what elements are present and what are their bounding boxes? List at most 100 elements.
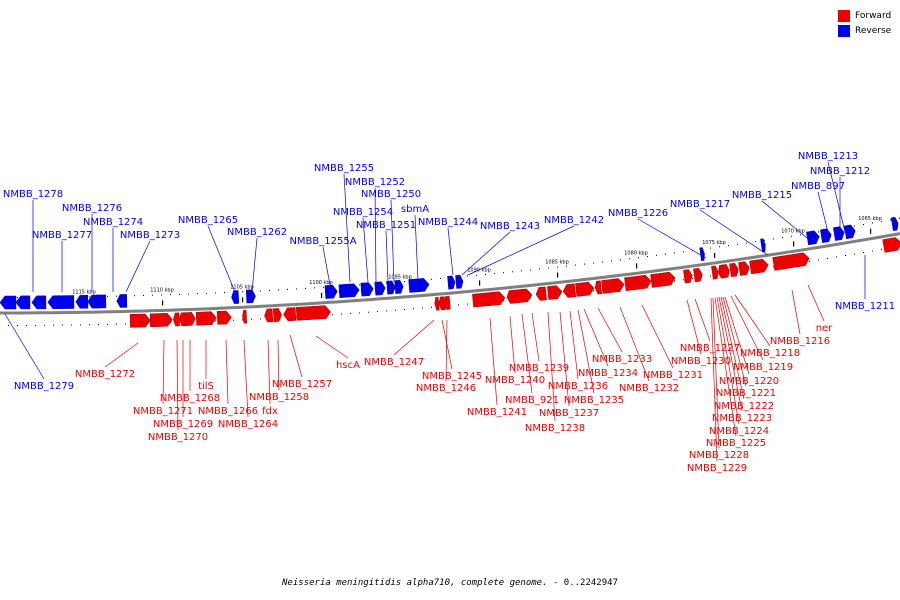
reverse-gene-body <box>360 282 374 297</box>
minor-tick-upper <box>224 292 225 294</box>
forward-gene-body <box>283 307 297 322</box>
minor-tick-lower <box>386 310 387 312</box>
reverse-gene-body <box>806 230 820 246</box>
minor-tick-upper <box>179 293 180 295</box>
minor-tick-lower <box>35 324 36 326</box>
gene-arrows <box>0 216 900 328</box>
reverse-gene-label-nmbb-1212: NMBB_1212 <box>810 166 870 177</box>
minor-tick-upper <box>521 270 522 272</box>
reverse-gene-body <box>394 279 404 294</box>
tick-label-1070-kbp: 1070 kbp <box>781 228 805 234</box>
forward-gene <box>693 267 703 283</box>
forward-gene-label-nmbb-1245: NMBB_1245 <box>422 371 482 382</box>
forward-gene-label-nmbb-1234: NMBB_1234 <box>578 368 638 379</box>
forward-gene-body <box>179 312 186 327</box>
reverse-gene-leader-line <box>817 191 829 233</box>
minor-tick-upper <box>800 234 801 236</box>
minor-tick-upper <box>134 295 135 297</box>
minor-tick-lower <box>80 324 81 326</box>
minor-tick-lower <box>359 312 360 314</box>
reverse-gene-body <box>374 281 386 296</box>
minor-tick-upper <box>890 219 891 221</box>
tick-label-1115-kbp: 1115 kbp <box>72 289 96 295</box>
reverse-gene-label-nmbb-897: NMBB_897 <box>791 181 845 192</box>
forward-gene <box>295 305 331 321</box>
tick-label-1090-kbp: 1090 kbp <box>467 268 491 274</box>
minor-tick-upper <box>710 247 711 249</box>
forward-gene-leader-line <box>445 319 448 382</box>
reverse-gene-leader-line <box>414 214 419 282</box>
forward-gene <box>535 286 547 301</box>
minor-tick-lower <box>881 248 882 250</box>
reverse-gene <box>75 294 89 309</box>
minor-tick-lower <box>62 324 63 326</box>
minor-tick-lower <box>125 323 126 325</box>
forward-gene-label-nmbb-1271: NMBB_1271 <box>133 406 193 417</box>
reverse-gene-leader-line <box>322 246 331 286</box>
reverse-gene-body <box>699 247 705 261</box>
major-tick <box>714 253 716 258</box>
minor-tick-upper <box>296 288 297 290</box>
forward-gene-leader-line <box>686 299 702 355</box>
forward-gene-label-nmbb-1266: NMBB_1266 <box>198 406 258 417</box>
major-tick <box>162 300 164 306</box>
minor-tick-lower <box>242 319 243 321</box>
minor-tick-upper <box>791 235 792 237</box>
forward-gene-leader-line <box>531 312 540 362</box>
forward-gene <box>722 264 730 279</box>
minor-tick-lower <box>458 304 459 306</box>
reverse-gene-leader-line <box>461 231 511 276</box>
forward-gene-leader-line <box>694 298 711 342</box>
tick-label-1065-kbp: 1065 kbp <box>858 216 882 222</box>
forward-gene <box>650 271 676 288</box>
forward-gene-leader-line <box>597 307 623 353</box>
tick-label-1075-kbp: 1075 kbp <box>702 240 726 246</box>
minor-tick-lower <box>593 290 594 292</box>
forward-gene-label-nmbb-1227: NMBB_1227 <box>680 343 740 354</box>
forward-gene-leader-line <box>724 296 750 375</box>
reverse-gene-label-nmbb-1265: NMBB_1265 <box>178 215 238 226</box>
reverse-gene-body <box>843 224 856 240</box>
reverse-gene-leader-line <box>447 227 454 276</box>
forward-gene-body <box>272 308 282 322</box>
minor-tick-lower <box>170 322 171 324</box>
reverse-gene-leader-line <box>251 237 258 293</box>
minor-tick-lower <box>872 250 873 252</box>
forward-gene-leader-line <box>315 335 349 359</box>
minor-tick-lower <box>710 275 711 277</box>
forward-gene <box>216 310 232 325</box>
reverse-gene-label-nmbb-1254: NMBB_1254 <box>333 207 393 218</box>
minor-tick-lower <box>845 255 846 256</box>
reverse-gene-label-nmbb-1250: NMBB_1250 <box>361 189 421 200</box>
reverse-gene-body <box>324 284 338 299</box>
forward-gene <box>434 296 440 311</box>
tick-label-1085-kbp: 1085 kbp <box>545 260 569 266</box>
forward-gene <box>562 283 577 298</box>
major-tick <box>557 272 559 278</box>
minor-tick-lower <box>773 266 774 268</box>
gene-labels: NMBB_1278 NMBB_1277 NMBB_1276 NMBB_1274 NMBB… <box>3 151 895 474</box>
forward-gene-body <box>472 291 506 308</box>
forward-gene-body <box>711 265 719 280</box>
minor-tick-lower <box>431 306 432 308</box>
forward-gene-label-nmbb-1272: NMBB_1272 <box>75 369 135 380</box>
reverse-gene <box>0 295 17 310</box>
forward-gene-leader-line <box>559 311 570 407</box>
reverse-gene-label-nmbb-1242: NMBB_1242 <box>544 215 604 226</box>
minor-tick-upper <box>431 278 432 280</box>
reverse-gene-leader-line <box>385 230 389 283</box>
minor-tick-upper <box>872 222 873 224</box>
minor-tick-upper <box>170 294 171 296</box>
minor-tick-upper <box>161 294 162 296</box>
forward-gene-leader-line <box>547 311 556 422</box>
minor-tick-lower <box>503 300 504 302</box>
forward-gene-leader-line <box>734 294 771 347</box>
legend-forward-label: Forward <box>855 10 892 21</box>
forward-gene-leader-line <box>162 339 165 405</box>
forward-gene <box>272 308 282 322</box>
reverse-gene-body <box>47 295 75 309</box>
forward-gene-body <box>882 237 900 253</box>
reverse-gene-label-nmbb-1213: NMBB_1213 <box>798 151 858 162</box>
reverse-gene-leader-line <box>827 161 846 233</box>
reverse-gene-label-nmbb-1278: NMBB_1278 <box>3 189 63 200</box>
